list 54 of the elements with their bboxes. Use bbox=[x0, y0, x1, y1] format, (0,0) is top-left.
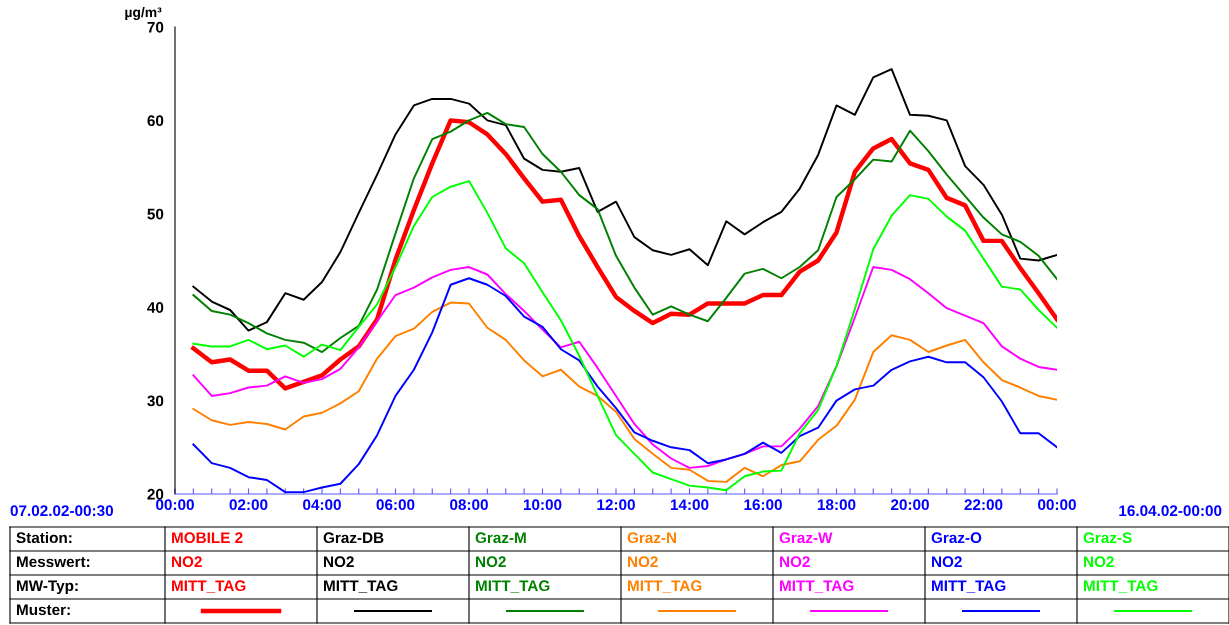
text: NO2 bbox=[172, 556, 202, 568]
text: MITT_TAG bbox=[324, 580, 398, 593]
line-series bbox=[192, 277, 1057, 494]
x-tick-label: 22:00 bbox=[964, 499, 1003, 511]
text: Messwert: bbox=[17, 556, 90, 568]
text: Muster: bbox=[17, 604, 70, 616]
y-tick-label: 60 bbox=[147, 115, 164, 127]
line-series bbox=[192, 301, 1057, 483]
text: NO2 bbox=[932, 556, 962, 568]
line-series bbox=[191, 118, 1057, 391]
x-tick-label: 02:00 bbox=[229, 499, 268, 511]
text: NO2 bbox=[628, 556, 658, 568]
text: NO2 bbox=[1084, 556, 1114, 568]
y-tick-label: 50 bbox=[147, 208, 164, 220]
text: NO2 bbox=[476, 556, 506, 568]
x-tick-label: 18:00 bbox=[817, 499, 856, 511]
text: Graz-M bbox=[475, 532, 526, 544]
text: Graz-W bbox=[779, 532, 833, 544]
line-series bbox=[192, 266, 1057, 469]
text: Graz-N bbox=[627, 532, 677, 544]
x-tick-label: 16:00 bbox=[744, 499, 782, 511]
text: MOBILE 2 bbox=[172, 532, 243, 544]
x-tick-label: 06:00 bbox=[376, 499, 415, 511]
x-tick-label: 00:00 bbox=[156, 499, 194, 511]
x-tick-label: 20:00 bbox=[890, 499, 929, 511]
x-tick-label: 00:00 bbox=[1038, 499, 1076, 511]
text: MITT_TAG bbox=[628, 580, 702, 593]
line-series bbox=[192, 68, 1057, 332]
x-tick-label: 14:00 bbox=[670, 499, 709, 511]
y-axis-title: µg/m³ bbox=[125, 6, 162, 20]
line-series bbox=[192, 180, 1057, 492]
text: Graz-S bbox=[1083, 532, 1132, 544]
text: 16.04.02-00:00 bbox=[1119, 505, 1222, 517]
text: NO2 bbox=[324, 556, 354, 568]
text: Station: bbox=[16, 531, 72, 544]
y-tick-label: 20 bbox=[147, 488, 164, 500]
text: MITT_TAG bbox=[1084, 580, 1158, 593]
x-tick-label: 04:00 bbox=[303, 499, 341, 511]
x-tick-label: 10:00 bbox=[523, 499, 562, 511]
text: Graz-O bbox=[931, 532, 982, 544]
text: MITT_TAG bbox=[780, 580, 854, 593]
text: Graz-DB bbox=[323, 532, 384, 544]
y-tick-label: 30 bbox=[147, 395, 164, 407]
x-tick-label: 12:00 bbox=[597, 499, 635, 511]
y-tick-label: 40 bbox=[147, 302, 164, 313]
y-tick-label: 70 bbox=[147, 21, 164, 33]
text: 07.02.02-00:30 bbox=[10, 505, 114, 517]
x-tick-label: 08:00 bbox=[450, 499, 488, 511]
line-series bbox=[192, 111, 1057, 353]
text: MITT_TAG bbox=[932, 580, 1006, 593]
text: MITT_TAG bbox=[476, 580, 550, 593]
text: NO2 bbox=[780, 556, 810, 568]
text: MW-Typ: bbox=[17, 580, 78, 595]
text: MITT_TAG bbox=[172, 580, 246, 593]
